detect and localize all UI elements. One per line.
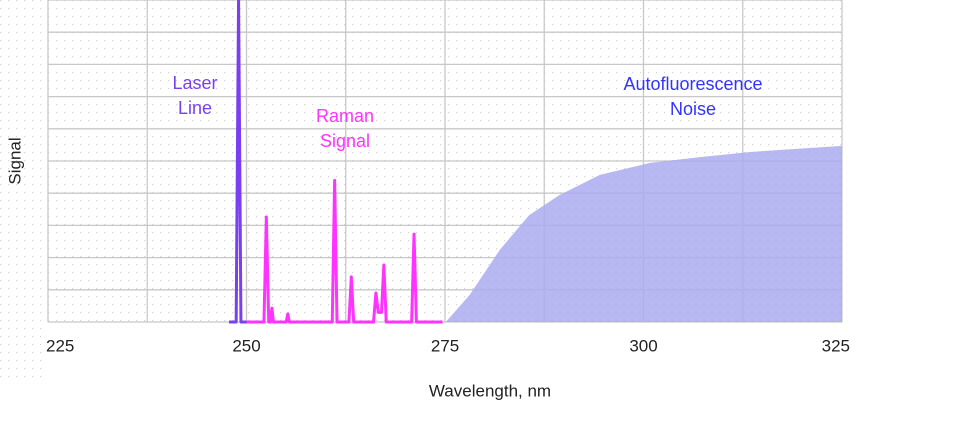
x-tick-label: 275 bbox=[431, 336, 459, 355]
annotation: Noise bbox=[670, 99, 716, 119]
spectrum-line bbox=[229, 0, 247, 324]
x-tick-label: 225 bbox=[46, 336, 74, 355]
background-dots bbox=[0, 0, 46, 380]
annotation: Signal bbox=[320, 131, 370, 151]
x-tick-label: 250 bbox=[232, 336, 260, 355]
x-tick-label: 325 bbox=[822, 336, 850, 355]
annotation: Raman bbox=[316, 106, 374, 126]
y-axis-label: Signal bbox=[5, 137, 24, 184]
spectrum-line bbox=[246, 178, 443, 324]
annotation: Autofluorescence bbox=[623, 74, 762, 94]
annotation: Line bbox=[178, 98, 212, 118]
annotation: Laser bbox=[172, 73, 217, 93]
x-tick-label: 300 bbox=[629, 336, 657, 355]
x-axis-label: Wavelength, nm bbox=[429, 381, 551, 400]
area bbox=[445, 145, 842, 322]
